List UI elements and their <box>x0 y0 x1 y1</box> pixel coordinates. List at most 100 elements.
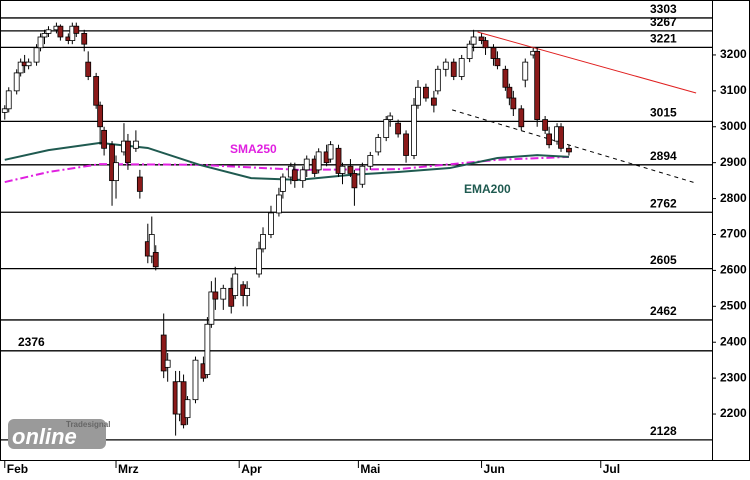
level-label: 2128 <box>650 424 677 438</box>
candle-body <box>490 47 497 59</box>
candle-body <box>204 323 211 375</box>
x-tick-label: Mai <box>360 462 380 476</box>
x-tick-label: Mrz <box>118 462 139 476</box>
candle-body <box>510 97 517 110</box>
candle-body <box>558 126 564 149</box>
level-label: 2605 <box>650 253 677 267</box>
candle-body <box>132 140 139 149</box>
candle-body <box>220 287 227 300</box>
candle-body <box>268 212 274 235</box>
candle-body <box>97 104 104 128</box>
trend-line <box>452 109 697 184</box>
y-tick-label: 2400 <box>720 334 747 348</box>
candle-body <box>339 165 346 174</box>
candle-body <box>367 155 374 167</box>
candle-body <box>37 36 44 49</box>
y-tick-label: 2500 <box>720 298 747 312</box>
candle-body <box>522 61 529 81</box>
candle-body <box>566 147 572 153</box>
trend-line <box>477 31 697 94</box>
candle-body <box>351 173 358 189</box>
y-tick-label: 2600 <box>720 263 747 277</box>
level-label: 3267 <box>650 15 677 29</box>
candle-body <box>506 86 513 99</box>
candle-body <box>470 36 477 45</box>
y-tick-label: 2700 <box>720 227 747 241</box>
candle-body <box>136 176 143 192</box>
candle-body <box>5 90 12 110</box>
candle-body <box>1 108 8 113</box>
candle-body <box>458 58 465 77</box>
y-axis-frame <box>712 0 750 461</box>
y-tick-label: 2800 <box>720 191 747 205</box>
candle-body <box>411 104 417 156</box>
candle-body <box>291 169 298 182</box>
candle-body <box>148 234 155 257</box>
level-label: 3015 <box>650 106 677 120</box>
candle-body <box>450 61 457 77</box>
candle-body <box>164 359 171 368</box>
candle-body <box>276 194 282 214</box>
candle-body <box>33 47 40 63</box>
candle-body <box>546 133 552 146</box>
candle-body <box>478 36 485 41</box>
level-label: 3221 <box>650 32 677 46</box>
candle-body <box>415 86 421 106</box>
candle-body <box>442 61 449 70</box>
candle-body <box>17 61 24 74</box>
candle-body <box>534 50 541 120</box>
candle-body <box>383 119 390 138</box>
candle-body <box>184 399 191 419</box>
y-tick-label: 3000 <box>720 119 747 133</box>
plot-frame <box>0 0 713 461</box>
candle-body <box>93 76 100 106</box>
candle-body <box>212 291 219 300</box>
y-tick-label: 3200 <box>720 47 747 61</box>
candle-body <box>482 40 489 49</box>
candle-body <box>101 129 107 149</box>
legend-label: EMA200 <box>464 182 511 196</box>
level-label: 3303 <box>650 2 677 16</box>
candle-body <box>303 158 310 171</box>
x-tick-label: Jul <box>603 462 620 476</box>
level-label: 2894 <box>650 149 677 163</box>
candle-body <box>244 287 251 296</box>
logo-name: online <box>12 424 77 449</box>
y-tick-label: 2200 <box>720 406 747 420</box>
legend-label: SMA250 <box>230 142 277 156</box>
candle-body <box>434 68 441 92</box>
candle-body <box>13 72 20 92</box>
candle-body <box>256 248 262 275</box>
candle-body <box>315 151 322 171</box>
candle-body <box>279 176 286 192</box>
candle-body <box>327 144 334 160</box>
candle-body <box>502 68 509 88</box>
candle-body <box>466 43 473 59</box>
candle-body <box>260 234 266 250</box>
candle-body <box>45 29 52 34</box>
candle-body <box>41 32 48 38</box>
candle-body <box>375 137 382 153</box>
candle-body <box>359 165 366 185</box>
level-label: 2762 <box>650 196 677 210</box>
candle-body <box>85 61 92 77</box>
level-label: 2462 <box>650 304 677 318</box>
candle-body <box>395 122 402 135</box>
logo: Tradesignal online <box>8 419 110 449</box>
candle-body <box>232 273 239 296</box>
logo-brand: Tradesignal <box>66 420 110 429</box>
candle-body <box>208 291 215 325</box>
candle-body <box>57 25 64 38</box>
candle-body <box>347 165 354 174</box>
logo-badge <box>8 419 106 449</box>
candle-body <box>25 61 32 67</box>
candle-body <box>423 86 429 99</box>
candle-body <box>73 25 80 34</box>
candle-body <box>113 162 119 182</box>
candle-body <box>335 147 342 174</box>
candle-body <box>387 115 394 120</box>
y-tick-label: 2900 <box>720 155 747 169</box>
ma-line <box>4 155 570 184</box>
y-tick-label: 3100 <box>720 83 747 97</box>
